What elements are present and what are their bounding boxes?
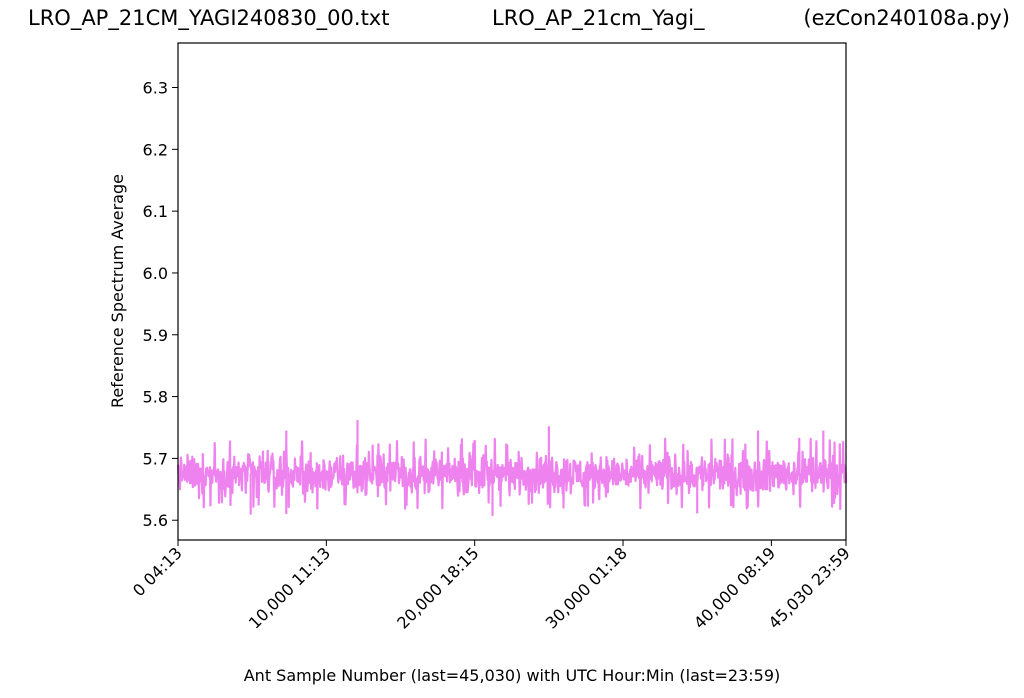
y-tick-label: 5.7 [143,449,168,468]
y-tick-label: 6.3 [143,79,168,98]
y-axis-label: Reference Spectrum Average [108,174,127,408]
y-tick-label: 5.9 [143,326,168,345]
y-tick-label: 5.6 [143,511,168,530]
y-tick-label: 6.0 [143,264,168,283]
x-axis: 0 04:13 10,000 11:13 20,000 18:15 30,000 01… [129,540,854,633]
plot-area [176,420,848,516]
plot-frame [177,42,847,541]
x-tick-label: 0 04:13 [129,543,186,600]
y-tick-label: 6.2 [143,140,168,159]
y-tick-label: 5.8 [143,388,168,407]
title-left: LRO_AP_21CM_YAGI240830_00.txt [28,6,390,30]
title-center: LRO_AP_21cm_Yagi_ [492,6,705,30]
x-tick-label: 10,000 11:13 [245,543,334,632]
y-tick-label: 6.1 [143,202,168,221]
y-axis: 5.6 5.7 5.8 5.9 6.0 6.1 6.2 6.3 [143,79,178,530]
x-tick-label: 20,000 18:15 [393,543,482,632]
series-line [176,437,848,511]
title-right: (ezCon240108a.py) [803,6,1010,30]
x-axis-label: Ant Sample Number (last=45,030) with UTC… [244,666,781,685]
x-tick-label: 30,000 01:18 [542,543,631,632]
